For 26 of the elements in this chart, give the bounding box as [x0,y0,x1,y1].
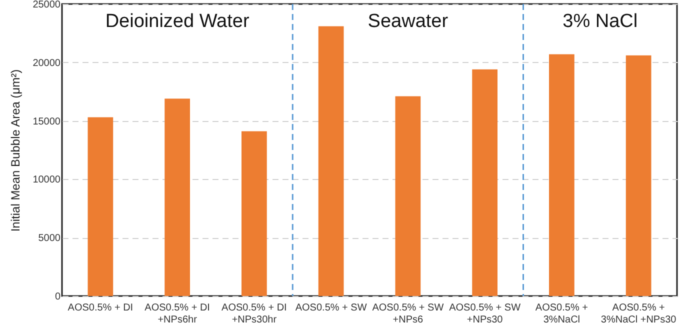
x-tick-label: AOS0.5% + DI +NPs6hr [144,302,210,326]
x-tick-label: AOS0.5% + SW +NPs6 [372,302,444,326]
bar [395,96,421,296]
y-tick-label: 0 [54,292,61,302]
bar [242,131,267,296]
y-tick-label: 10000 [32,174,61,186]
annotation: Seawater [368,11,449,32]
x-tick-label: AOS0.5% + DI [68,302,134,314]
annotation: Deioinized Water [105,11,250,32]
bar [626,55,652,296]
bar [88,117,114,296]
y-tick-label: 20000 [32,58,61,69]
x-tick-label: AOS0.5% + SW [295,302,368,314]
x-tick-label: AOS0.5% + DI +NPs30hr [222,302,287,326]
bar [472,69,498,296]
y-tick-label: 25000 [32,0,61,10]
bar [318,26,344,296]
x-tick-label: AOS0.5% + SW +NPs30 [449,302,522,326]
y-tick-label: 5000 [38,233,61,244]
x-tick-label: AOS0.5% + 3%NaCl +NPs30 [600,302,677,326]
y-axis-title: Initial Mean Bubble Area (μm²) [8,69,23,232]
annotation: 3% NaCl [562,11,638,32]
bar [549,54,574,296]
x-tick-label: AOS0.5% + 3%NaCl [535,302,588,326]
bar [164,98,190,296]
y-tick-label: 15000 [32,116,61,128]
